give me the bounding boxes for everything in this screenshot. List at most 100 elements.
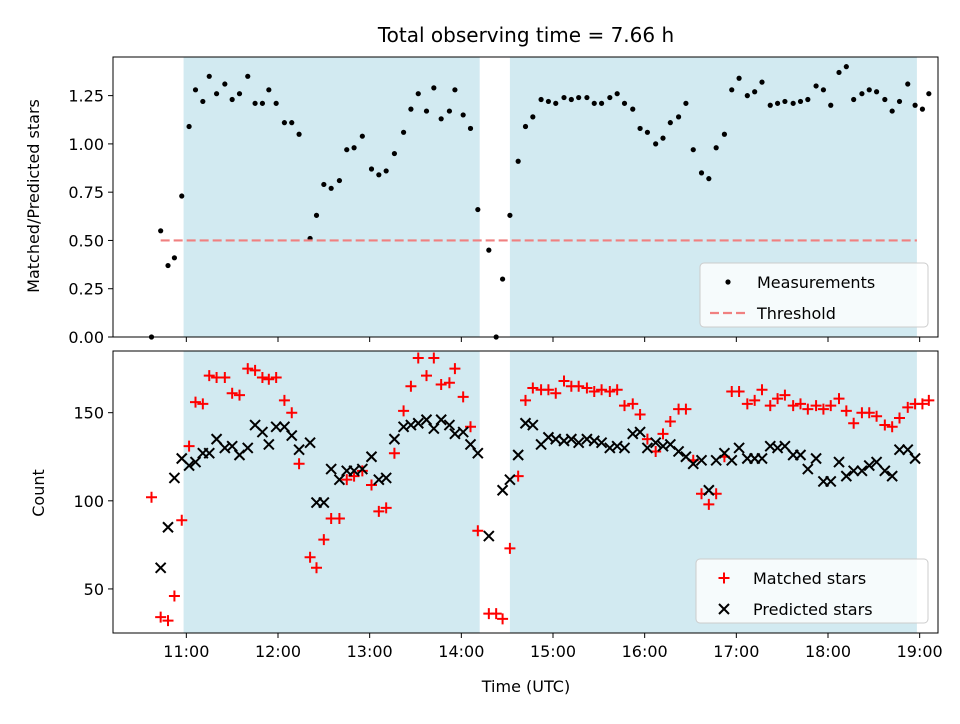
top-measurements-point <box>591 100 597 106</box>
bottom-matched-stars-point <box>810 400 822 412</box>
bottom-matched-stars-point <box>249 364 261 376</box>
top-measurements-point <box>752 89 758 95</box>
bottom-matched-stars-point <box>278 394 290 406</box>
bottom-predicted-stars-point <box>263 438 275 451</box>
bottom-matched-stars-point <box>234 389 245 401</box>
bottom-matched-stars-point <box>176 514 188 526</box>
bottom-matched-stars-point <box>465 421 476 433</box>
bottom-matched-stars-point <box>772 393 784 405</box>
bottom-matched-stars-point <box>412 352 424 364</box>
bottom-y-tick-label: 150 <box>73 404 104 423</box>
bottom-matched-stars-point <box>318 534 330 546</box>
bottom-predicted-stars-point <box>687 458 699 470</box>
bottom-predicted-stars-point <box>634 426 646 438</box>
top-measurements-point <box>561 94 567 101</box>
bottom-matched-stars-point <box>405 380 417 392</box>
bottom-matched-stars-point <box>421 370 432 382</box>
bottom-matched-stars-point <box>764 400 776 412</box>
bottom-matched-stars-point <box>293 458 305 470</box>
bottom-predicted-stars-point <box>256 426 269 438</box>
bottom-matched-stars-point <box>366 479 377 491</box>
bottom-predicted-stars-point <box>672 445 685 458</box>
bottom-matched-stars-point <box>520 394 531 406</box>
bottom-predicted-stars-point <box>572 436 585 449</box>
bottom-y-axis-label: Count <box>29 469 48 517</box>
top-measurements-point <box>859 91 865 97</box>
top-measurements-point <box>729 87 735 93</box>
bottom-matched-stars-point <box>203 370 215 382</box>
bottom-matched-stars-point <box>703 498 715 510</box>
top-measurements-point <box>828 102 834 108</box>
bottom-matched-stars-point <box>449 363 461 375</box>
top-legend-measurements-marker <box>725 279 731 285</box>
bottom-legend-predicted-stars-label: Predicted stars <box>753 600 873 619</box>
bottom-predicted-stars-point <box>183 459 195 472</box>
top-measurements-point <box>273 100 279 106</box>
bottom-matched-stars-point <box>573 380 585 392</box>
bottom-matched-stars-point <box>840 405 852 417</box>
top-panel: 0.00 0.25 0.50 0.75 1.00 1.25 Measurements Thre… <box>68 56 939 347</box>
bottom-matched-stars-point <box>863 407 875 419</box>
bottom-predicted-stars-point <box>325 463 337 475</box>
bottom-matched-stars-point <box>596 384 608 396</box>
bottom-matched-stars-point <box>916 398 928 410</box>
top-measurements-point <box>351 145 357 151</box>
bottom-predicted-stars-point <box>893 443 906 456</box>
bottom-matched-stars-point <box>472 525 484 537</box>
bottom-predicted-stars-point <box>435 414 447 426</box>
top-measurements-point <box>882 96 888 103</box>
bottom-matched-stars-point <box>664 416 676 427</box>
bottom-legend-matched-stars-marker <box>718 572 730 584</box>
top-legend-threshold-label: Threshold <box>756 304 836 323</box>
bottom-matched-stars-point <box>270 371 282 383</box>
bottom-legend-matched-stars-label: Matched stars <box>753 569 866 588</box>
top-measurements-point <box>774 100 781 106</box>
top-measurements-point <box>851 96 857 103</box>
top-measurements-point <box>813 83 819 89</box>
bottom-matched-stars-point <box>879 419 891 431</box>
bottom-predicted-stars-point <box>870 456 883 468</box>
bottom-predicted-stars-point <box>512 449 524 461</box>
bottom-predicted-stars-point <box>472 447 484 459</box>
top-y-tick-label: 0.00 <box>68 328 104 347</box>
bottom-predicted-stars-point <box>847 465 860 477</box>
bottom-predicted-stars-point <box>649 436 662 449</box>
top-measurements-point <box>200 98 206 105</box>
top-measurements-point <box>744 93 750 99</box>
top-measurements-point <box>213 91 220 97</box>
top-measurements-point <box>721 131 728 137</box>
top-measurements-point <box>873 89 880 95</box>
bottom-matched-stars-point <box>542 384 554 396</box>
bottom-legend: Matched stars Predicted stars <box>695 558 929 624</box>
bottom-predicted-stars-point <box>278 421 291 433</box>
bottom-predicted-stars-point <box>863 459 875 472</box>
top-measurements-point <box>630 106 636 112</box>
top-measurements-point <box>843 64 849 70</box>
top-measurements-point <box>460 112 466 118</box>
top-measurements-point <box>889 108 895 114</box>
bottom-predicted-stars-point <box>203 447 215 459</box>
top-measurements-point <box>713 145 719 151</box>
top-y-tick-label: 1.25 <box>68 87 104 106</box>
bottom-matched-stars-point <box>256 371 268 383</box>
top-measurements-point <box>538 96 544 103</box>
bottom-predicted-stars-point <box>365 451 378 463</box>
bottom-matched-stars-point <box>680 403 692 415</box>
top-shaded-interval <box>183 57 480 337</box>
bottom-predicted-stars-point <box>420 414 433 426</box>
top-measurements-point <box>607 94 613 101</box>
top-y-axis-label: Matched/Predicted stars <box>24 99 43 293</box>
bottom-matched-stars-point <box>657 428 669 440</box>
bottom-predicted-stars-point <box>388 433 401 445</box>
bottom-matched-stars-point <box>619 400 630 412</box>
top-measurements-point <box>467 125 474 132</box>
bottom-axes-frame <box>112 350 939 634</box>
top-measurements-point <box>507 212 513 218</box>
bottom-predicted-stars-point <box>318 496 330 509</box>
bottom-matched-stars-point <box>902 401 914 413</box>
top-measurements-point <box>782 98 788 105</box>
bottom-predicted-stars-point <box>840 470 853 482</box>
bottom-predicted-stars-point <box>595 436 608 449</box>
bottom-predicted-stars-point <box>189 456 202 468</box>
bottom-predicted-stars-point <box>304 436 316 449</box>
